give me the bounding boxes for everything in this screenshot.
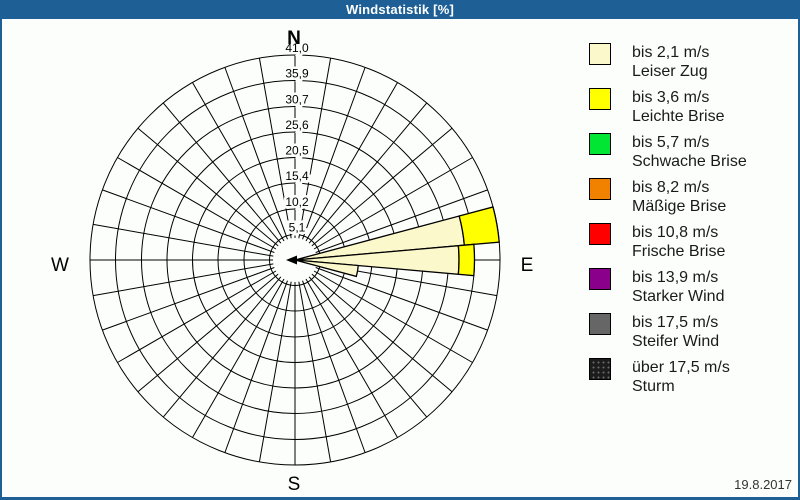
legend-wind-name: Starker Wind [632, 288, 725, 305]
wind-petal-segment [457, 243, 476, 277]
legend-speed-label: bis 13,9 m/s [632, 269, 719, 286]
wind-petal-segment [294, 259, 359, 278]
legend-wind-name: Sturm [632, 378, 675, 395]
legend-wind-name: Frische Brise [632, 243, 726, 260]
legend-color-swatch [589, 313, 611, 335]
ring-value-label: 10,2 [285, 195, 309, 209]
legend-color-swatch [589, 178, 611, 200]
legend-item: bis 13,9 m/s Starker Wind [589, 268, 747, 306]
legend-item: bis 8,2 m/s Mäßige Brise [589, 178, 747, 216]
wind-rose-petals [294, 206, 500, 278]
legend-item: über 17,5 m/s Sturm [589, 358, 747, 396]
date-label: 19.8.2017 [734, 477, 792, 492]
window-title: Windstatistik [%] [345, 2, 454, 17]
wind-petal-segment [458, 206, 500, 246]
legend-wind-name: Leichte Brise [632, 108, 725, 125]
legend-item: bis 10,8 m/s Frische Brise [589, 223, 747, 261]
legend-wind-name: Leiser Zug [632, 63, 708, 80]
ring-value-labels: 5,1 10,2 15,4 20,5 25,6 30,7 35,9 41,0 [283, 39, 312, 238]
window-border-bottom [0, 497, 800, 500]
center-mark [286, 255, 297, 265]
legend-item: bis 5,7 m/s Schwache Brise [589, 133, 747, 171]
legend-speed-label: bis 2,1 m/s [632, 44, 710, 61]
legend-color-swatch [589, 88, 611, 110]
legend-speed-label: bis 10,8 m/s [632, 224, 719, 241]
ring-value-label: 30,7 [285, 93, 309, 107]
legend-color-swatch [589, 43, 611, 65]
legend-speed-label: bis 17,5 m/s [632, 314, 719, 331]
compass-label-south: S [288, 474, 301, 495]
compass-label-north: N [287, 28, 301, 49]
wind-speed-legend: bis 2,1 m/s Leiser Zug bis 3,6 m/s Leichte … [589, 43, 747, 403]
legend-wind-name: Mäßige Brise [632, 198, 727, 215]
compass-labels: N E S W [51, 28, 533, 495]
compass-label-west: W [51, 255, 69, 276]
legend-item: bis 17,5 m/s Steifer Wind [589, 313, 747, 351]
legend-color-swatch [589, 358, 611, 380]
legend-item: bis 3,6 m/s Leichte Brise [589, 88, 747, 126]
title-bar: Windstatistik [%] [0, 0, 800, 19]
legend-speed-label: bis 8,2 m/s [632, 179, 710, 196]
ring-value-label: 20,5 [285, 144, 309, 158]
window-border-left [0, 0, 2, 500]
compass-label-east: E [521, 255, 534, 276]
legend-color-swatch [589, 223, 611, 245]
legend-speed-label: bis 3,6 m/s [632, 89, 710, 106]
legend-color-swatch [589, 133, 611, 155]
legend-color-swatch [589, 268, 611, 290]
legend-wind-name: Steifer Wind [632, 333, 720, 350]
legend-speed-label: über 17,5 m/s [632, 359, 730, 376]
legend-item: bis 2,1 m/s Leiser Zug [589, 43, 747, 81]
legend-speed-label: bis 5,7 m/s [632, 134, 710, 151]
ring-value-label: 25,6 [285, 118, 309, 132]
ring-value-label: 15,4 [285, 169, 309, 183]
legend-wind-name: Schwache Brise [632, 153, 747, 170]
ring-value-label: 35,9 [285, 67, 309, 81]
window-border-right [798, 0, 800, 500]
ring-value-label: 5,1 [289, 221, 306, 235]
ring-value-label: 41,0 [285, 41, 309, 55]
